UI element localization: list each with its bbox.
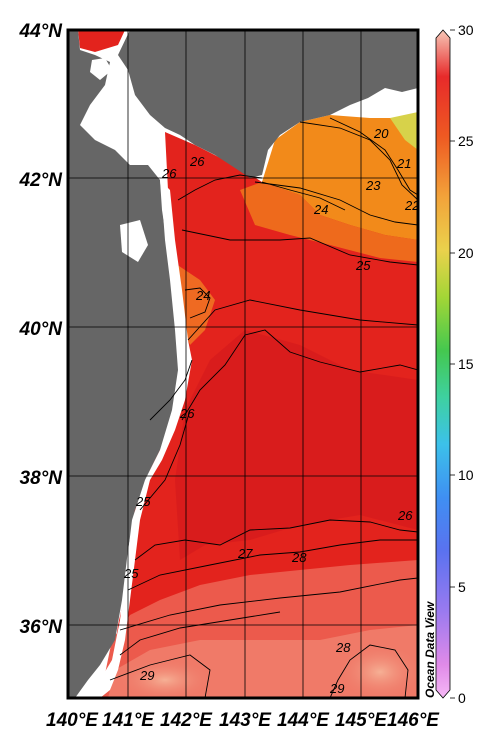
contour-label-23: 23 xyxy=(365,178,381,193)
contour-label-24: 24 xyxy=(313,202,328,217)
latitude-axis: 44°N 42°N 40°N 38°N 36°N xyxy=(19,21,64,638)
colorbar-label-20: 20 xyxy=(458,245,474,261)
sea-region-core xyxy=(175,330,418,560)
contour-label-26-north: 26 xyxy=(189,154,205,169)
contour-label-25: 25 xyxy=(355,258,371,273)
colorbar-label-30: 30 xyxy=(458,22,474,38)
lon-label-141: 141°E xyxy=(102,710,155,731)
contour-label-28-east: 28 xyxy=(335,640,351,655)
sea-region-cool-edge xyxy=(240,182,418,262)
contour-label-28: 28 xyxy=(291,550,307,565)
no-data-strips xyxy=(88,58,192,698)
lon-label-143: 143°E xyxy=(219,710,272,731)
longitude-axis: 140°E 141°E 142°E 143°E 144°E 145°E 146°… xyxy=(46,710,440,731)
sea-hotspot-west xyxy=(115,658,215,698)
lat-label-42: 42°N xyxy=(19,170,64,191)
sea-region-nw xyxy=(78,30,125,52)
land-masses xyxy=(68,30,418,698)
contour-label-29-east: 29 xyxy=(329,681,344,696)
lon-label-146: 146°E xyxy=(387,710,440,731)
colorbar-label-15: 15 xyxy=(458,356,474,372)
ocean-data-view-watermark: Ocean Data View xyxy=(423,601,437,698)
contour-label-24-coast: 24 xyxy=(195,288,210,303)
sea-temperature-field xyxy=(78,30,418,698)
graticule xyxy=(68,30,418,698)
sea-region-coldest xyxy=(390,112,418,150)
colorbar: 30 25 20 15 10 5 0 xyxy=(435,22,474,706)
lat-label-38: 38°N xyxy=(20,468,64,489)
plot-frame xyxy=(66,28,420,700)
lon-label-140: 140°E xyxy=(46,710,99,731)
contour-label-26-east: 26 xyxy=(397,508,413,523)
contour-label-group: 20 21 22 23 24 25 26 26 24 26 25 25 26 2… xyxy=(123,126,420,696)
sea-region-cool xyxy=(262,115,418,240)
lat-label-44: 44°N xyxy=(19,21,64,42)
contour-lines xyxy=(109,117,418,698)
colorbar-label-25: 25 xyxy=(458,133,474,149)
land-hokkaido xyxy=(118,30,418,178)
lon-label-145: 145°E xyxy=(335,710,388,731)
colorbar-label-5: 5 xyxy=(458,579,466,595)
contour-label-25-north: 26 xyxy=(161,166,177,181)
land-peninsula xyxy=(78,185,115,225)
colorbar-ticks xyxy=(450,29,455,699)
colorbar-label-10: 10 xyxy=(458,467,474,483)
colorbar-label-0: 0 xyxy=(458,690,466,706)
contour-label-25-mid: 25 xyxy=(135,494,151,509)
lon-label-142: 142°E xyxy=(160,710,213,731)
contour-label-20: 20 xyxy=(373,126,389,141)
lat-label-40: 40°N xyxy=(19,319,64,340)
contour-label-21: 21 xyxy=(396,156,411,171)
sea-region-coastal-cool xyxy=(170,260,215,345)
colorbar-bar xyxy=(435,29,451,699)
lon-label-144: 144°E xyxy=(277,710,330,731)
lat-label-36: 36°N xyxy=(20,617,64,638)
contour-label-25-south: 25 xyxy=(123,566,139,581)
contour-label-26-mid: 26 xyxy=(179,406,195,421)
contour-label-22: 22 xyxy=(404,198,420,213)
contour-label-29-west: 29 xyxy=(139,668,154,683)
